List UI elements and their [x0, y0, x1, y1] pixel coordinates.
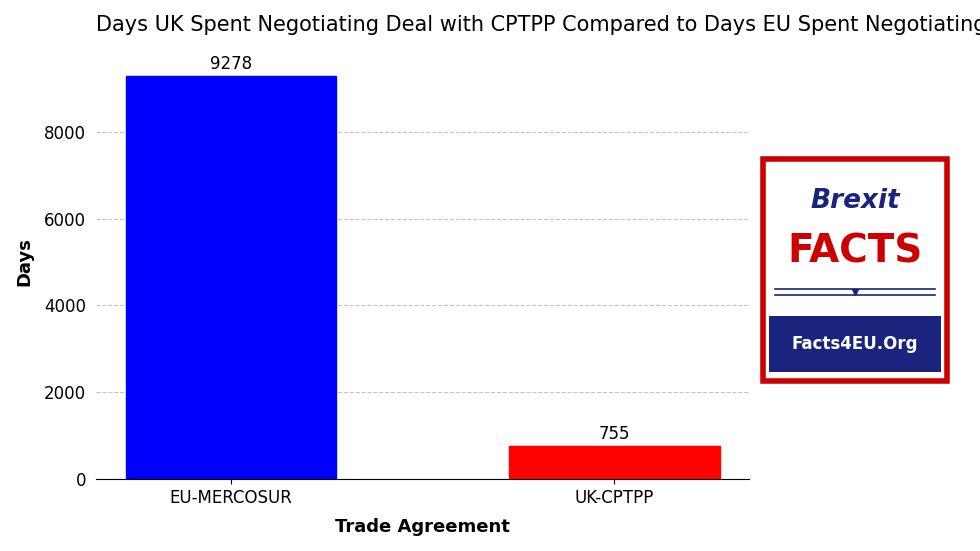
Bar	[125, 76, 336, 479]
FancyBboxPatch shape	[763, 159, 947, 381]
Text: FACTS: FACTS	[787, 233, 923, 271]
Text: Facts4EU.Org: Facts4EU.Org	[792, 335, 918, 353]
Text: Brexit: Brexit	[810, 187, 900, 214]
Text: 755: 755	[599, 425, 630, 443]
Text: Days UK Spent Negotiating Deal with CPTPP Compared to Days EU Spent Negotiating : Days UK Spent Negotiating Deal with CPTP…	[96, 15, 980, 35]
FancyBboxPatch shape	[769, 316, 941, 372]
Y-axis label: Days: Days	[15, 237, 33, 287]
Bar	[509, 446, 719, 479]
X-axis label: Trade Agreement: Trade Agreement	[335, 518, 511, 536]
Text: 9278: 9278	[210, 55, 252, 73]
